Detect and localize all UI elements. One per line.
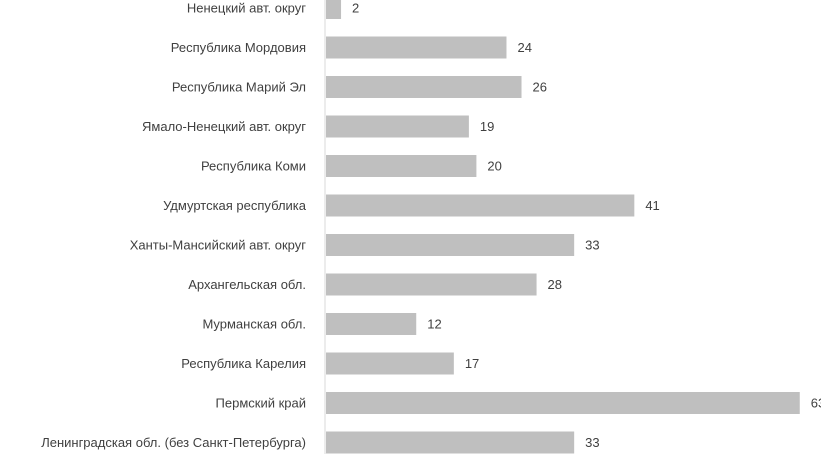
data-label-6: 33 (585, 238, 599, 253)
category-label-0: Ненецкий авт. округ (187, 1, 306, 16)
data-label-5: 41 (645, 198, 659, 213)
bars-layer (326, 0, 800, 454)
bar-9 (326, 352, 454, 375)
bar-2 (326, 76, 522, 98)
category-label-6: Ханты-Мансийский авт. округ (130, 238, 307, 253)
bar-11 (326, 431, 575, 454)
category-label-11: Ленинградская обл. (без Санкт-Петербурга… (41, 435, 306, 450)
category-labels-layer: Ненецкий авт. округ Республика Мордовия Ре… (41, 1, 307, 451)
data-label-1: 24 (517, 40, 531, 55)
bar-5 (326, 194, 635, 217)
category-label-7: Архангельская обл. (188, 277, 306, 292)
bar-3 (326, 115, 469, 138)
data-label-10: 63 (811, 396, 821, 411)
bar-10 (326, 392, 800, 414)
bar-4 (326, 155, 477, 177)
bar-8 (326, 313, 417, 335)
category-label-8: Мурманская обл. (202, 317, 306, 332)
bar-1 (326, 36, 507, 59)
bar-7 (326, 273, 537, 296)
category-label-2: Республика Марий Эл (172, 80, 306, 95)
category-label-4: Республика Коми (201, 159, 306, 174)
data-label-7: 28 (548, 277, 562, 292)
data-label-3: 19 (480, 119, 494, 134)
category-label-10: Пермский край (216, 396, 306, 411)
data-label-8: 12 (427, 317, 441, 332)
data-label-11: 33 (585, 435, 599, 450)
bar-0 (326, 0, 342, 19)
data-label-4: 20 (487, 159, 501, 174)
data-label-9: 17 (465, 356, 479, 371)
data-label-2: 26 (533, 80, 547, 95)
category-label-1: Республика Мордовия (171, 40, 306, 55)
data-label-0: 2 (352, 1, 359, 16)
category-label-5: Удмуртская республика (163, 198, 307, 213)
category-label-3: Ямало-Ненецкий авт. округ (142, 119, 306, 134)
bar-6 (326, 234, 575, 256)
data-labels-layer: 2 24 26 19 20 41 33 28 12 17 63 33 (352, 1, 821, 451)
category-label-9: Республика Карелия (181, 356, 306, 371)
